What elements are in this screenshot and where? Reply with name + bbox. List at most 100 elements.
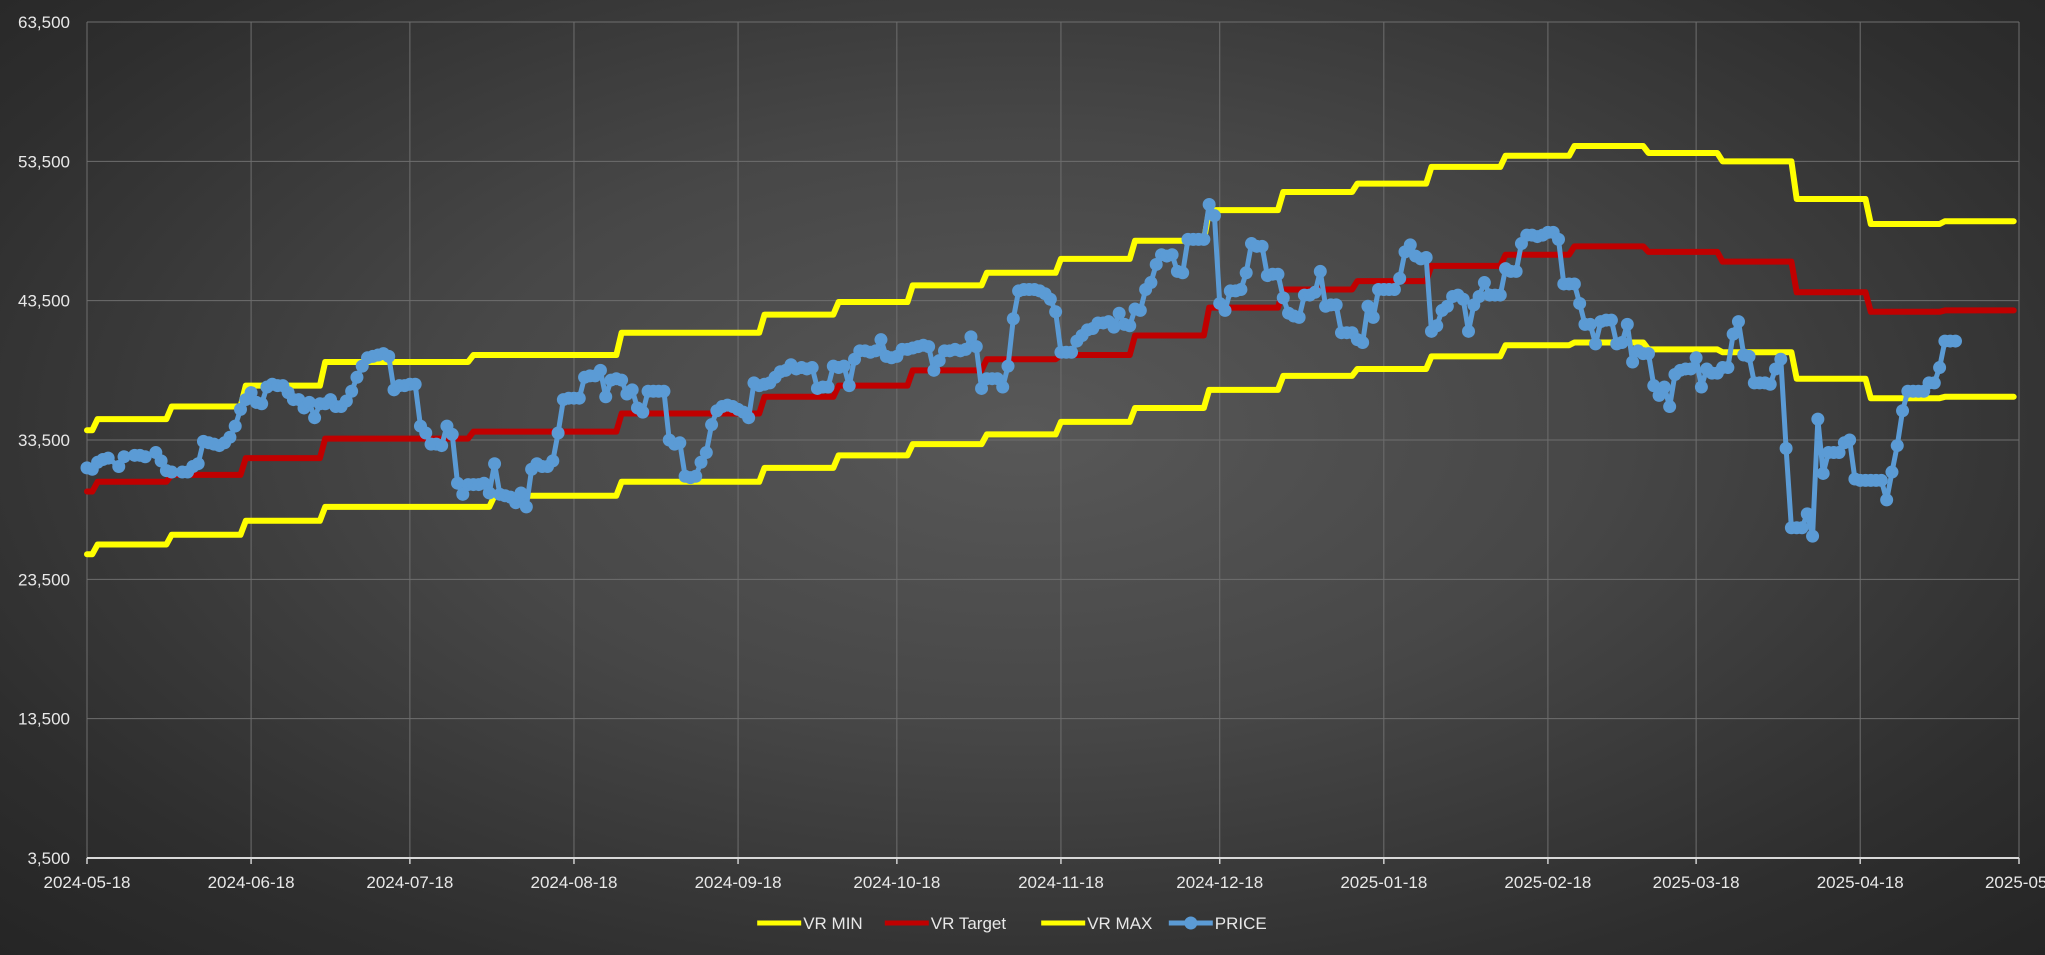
- data-point-price: [408, 377, 422, 391]
- data-point-price: [1207, 209, 1221, 223]
- data-point-price: [869, 344, 883, 358]
- data-point-price: [1361, 299, 1375, 313]
- data-point-price: [1589, 337, 1603, 351]
- data-point-price: [1896, 404, 1910, 418]
- data-point-price: [1552, 232, 1565, 246]
- x-tick-label: 2025-04-18: [1817, 873, 1904, 892]
- y-tick-label: 23,500: [18, 570, 70, 589]
- x-tick-label: 2024-12-18: [1176, 873, 1263, 892]
- data-point-price: [1885, 465, 1899, 479]
- data-point-price: [1763, 377, 1777, 391]
- data-point-price: [705, 418, 719, 432]
- data-point-price: [927, 363, 941, 377]
- data-point-price: [1276, 291, 1290, 305]
- data-point-price: [1583, 317, 1597, 331]
- data-point-price: [699, 446, 713, 460]
- x-tick-label: 2024-11-18: [1018, 873, 1104, 892]
- data-point-price: [1123, 319, 1137, 333]
- data-point-price: [1816, 466, 1830, 480]
- data-point-price: [345, 384, 359, 398]
- data-point-price: [742, 411, 756, 425]
- data-point-price: [1874, 473, 1888, 487]
- data-point-price: [1043, 292, 1057, 306]
- data-point-price: [996, 380, 1010, 394]
- series-line-vr-target: [84, 243, 2017, 495]
- data-point-price: [1795, 521, 1809, 535]
- data-point-price: [1218, 303, 1232, 317]
- data-point-price: [228, 419, 242, 433]
- x-tick-label: 2024-06-18: [208, 873, 295, 892]
- series-line-vr-min: [84, 339, 2017, 558]
- data-point-price: [1387, 283, 1401, 297]
- data-point-price: [1641, 347, 1655, 361]
- data-point-price: [1239, 266, 1253, 280]
- data-point-price: [1176, 266, 1190, 280]
- x-tick-label: 2024-08-18: [530, 873, 617, 892]
- data-point-price: [1477, 276, 1491, 290]
- y-tick-label: 63,500: [18, 13, 70, 32]
- plot-area: [80, 143, 2017, 558]
- data-point-price: [636, 405, 650, 419]
- data-point-price: [1202, 198, 1216, 212]
- data-point-price: [1049, 305, 1063, 319]
- data-point-price: [1684, 362, 1698, 376]
- data-point-price: [1779, 441, 1793, 455]
- data-point-price: [1689, 351, 1703, 365]
- x-tick-label: 2024-05-18: [44, 873, 131, 892]
- axes: 3,500 13,500 23,500 33,500 43,500 53,500 63,50…: [18, 13, 2045, 892]
- data-point-price: [1843, 433, 1857, 447]
- data-point-price: [1271, 267, 1285, 281]
- data-point-price: [488, 457, 502, 471]
- data-point-price: [308, 411, 322, 425]
- data-point-price: [1456, 292, 1470, 306]
- data-point-price: [165, 465, 179, 479]
- y-tick-label: 3,500: [27, 849, 70, 868]
- data-point-price: [593, 363, 607, 377]
- data-point-price: [1567, 277, 1581, 291]
- data-point-price: [1800, 507, 1814, 521]
- data-point-price: [1604, 313, 1618, 327]
- data-point-price: [805, 361, 819, 375]
- data-point-price: [546, 454, 560, 468]
- data-point-price: [509, 496, 523, 510]
- data-point-price: [350, 370, 364, 384]
- data-point-price: [1657, 380, 1671, 394]
- y-tick-label: 53,500: [18, 152, 70, 171]
- legend-marker-price: [1184, 916, 1198, 930]
- y-tick-label: 13,500: [18, 710, 70, 729]
- data-point-price: [975, 381, 989, 395]
- data-point-price: [1774, 352, 1788, 366]
- data-point-price: [657, 384, 671, 398]
- x-tick-label: 2025-02-18: [1504, 873, 1591, 892]
- data-point-price: [1493, 288, 1507, 302]
- data-point-price: [1393, 271, 1407, 285]
- y-tick-label: 33,500: [18, 431, 70, 450]
- data-point-price: [694, 455, 708, 469]
- data-point-price: [1419, 250, 1433, 264]
- data-point-price: [1742, 349, 1756, 363]
- data-point-price: [1626, 355, 1640, 369]
- data-point-price: [837, 359, 851, 373]
- data-point-price: [572, 391, 586, 405]
- data-point-price: [1366, 310, 1380, 324]
- data-point-price: [1440, 299, 1454, 313]
- data-point-price: [255, 397, 269, 411]
- data-point-price: [1663, 400, 1677, 414]
- data-point-price: [625, 383, 639, 397]
- data-point-price: [1462, 324, 1476, 338]
- x-tick-label: 2024-10-18: [853, 873, 940, 892]
- data-point-price: [1509, 264, 1523, 278]
- data-point-price: [673, 436, 687, 450]
- data-point-price: [1933, 361, 1947, 375]
- data-point-price: [1234, 283, 1248, 297]
- data-point-price: [842, 379, 856, 393]
- data-point-price: [1769, 362, 1783, 376]
- legend: VR MIN VR Target VR MAX PRICE: [757, 914, 1267, 933]
- x-tick-label: 2024-07-18: [366, 873, 453, 892]
- data-point-price: [435, 439, 449, 453]
- y-tick-label: 43,500: [18, 292, 70, 311]
- data-point-price: [117, 450, 131, 464]
- data-point-price: [1927, 376, 1941, 390]
- data-point-price: [1880, 493, 1894, 507]
- data-point-price: [1144, 276, 1158, 290]
